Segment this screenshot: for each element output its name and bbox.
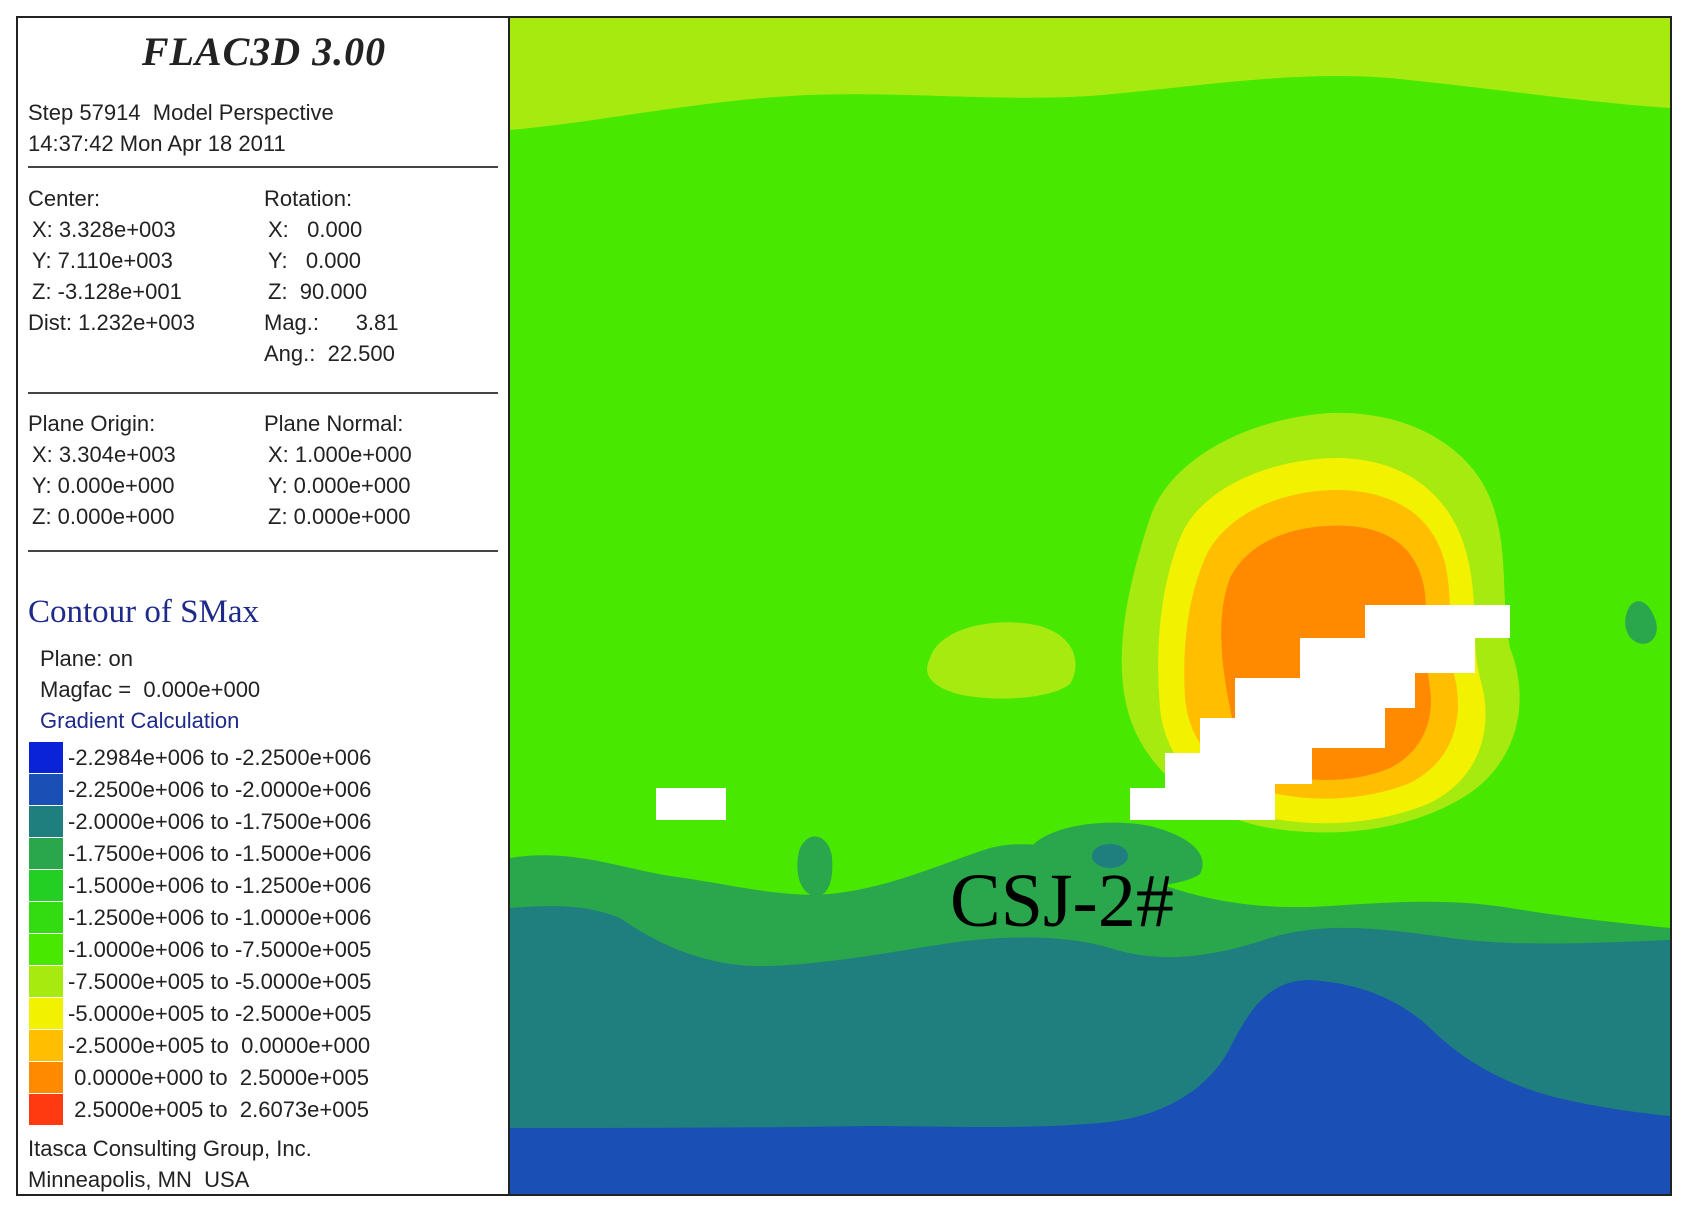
legend-range-label: 0.0000e+000 to 2.5000e+005 bbox=[68, 1065, 369, 1090]
timestamp: 14:37:42 Mon Apr 18 2011 bbox=[28, 131, 286, 156]
plane-origin-y: Y: 0.000e+000 bbox=[32, 473, 175, 498]
legend-swatch bbox=[29, 998, 63, 1029]
gradient-calculation: Gradient Calculation bbox=[40, 708, 240, 733]
angle: Ang.: 22.500 bbox=[264, 341, 395, 366]
legend-range-label: -1.0000e+006 to -7.5000e+005 bbox=[68, 937, 372, 962]
legend-swatch bbox=[29, 806, 63, 837]
figure-frame: FLAC3D 3.00 Step 57914 Model Perspective… bbox=[16, 16, 1672, 1196]
small-teal-blob bbox=[797, 836, 833, 897]
center-y: Y: 7.110e+003 bbox=[32, 248, 173, 273]
top-band bbox=[510, 18, 1670, 130]
separator bbox=[28, 166, 498, 168]
legend-range-label: -2.5000e+005 to 0.0000e+000 bbox=[68, 1033, 371, 1058]
plane-normal-x: X: 1.000e+000 bbox=[268, 442, 412, 467]
legend-range-label: -2.2984e+006 to -2.2500e+006 bbox=[68, 745, 372, 770]
legend-range-label: -2.2500e+006 to -2.0000e+006 bbox=[68, 777, 372, 802]
center-x: X: 3.328e+003 bbox=[32, 217, 176, 242]
legend-panel: FLAC3D 3.00 Step 57914 Model Perspective… bbox=[18, 18, 510, 1194]
legend-range-label: 2.5000e+005 to 2.6073e+005 bbox=[68, 1097, 369, 1122]
software-title: FLAC3D 3.00 bbox=[141, 29, 387, 74]
plane-status: Plane: on bbox=[40, 646, 133, 671]
contour-plot: CSJ-2# bbox=[510, 18, 1670, 1194]
legend-range-label: -7.5000e+005 to -5.0000e+005 bbox=[68, 969, 372, 994]
legend-range-label: -1.5000e+006 to -1.2500e+006 bbox=[68, 873, 372, 898]
legend-swatch bbox=[29, 934, 63, 965]
legend-range-label: -1.7500e+006 to -1.5000e+006 bbox=[68, 841, 372, 866]
distance: Dist: 1.232e+003 bbox=[28, 310, 195, 335]
dark-patch-core bbox=[1092, 844, 1128, 868]
small-teal-blob bbox=[1625, 601, 1657, 644]
legend-swatch bbox=[29, 838, 63, 869]
center-z: Z: -3.128e+001 bbox=[32, 279, 182, 304]
legend-swatch bbox=[29, 870, 63, 901]
separator bbox=[28, 392, 498, 394]
rotation-label: Rotation: bbox=[264, 186, 353, 211]
step-line: Step 57914 Model Perspective bbox=[28, 100, 334, 125]
plane-origin-z: Z: 0.000e+000 bbox=[32, 504, 175, 529]
plane-origin-label: Plane Origin: bbox=[28, 411, 156, 436]
rotation-y: Y: 0.000 bbox=[268, 248, 361, 273]
plane-normal-z: Z: 0.000e+000 bbox=[268, 504, 411, 529]
plane-origin-x: X: 3.304e+003 bbox=[32, 442, 176, 467]
magfac: Magfac = 0.000e+000 bbox=[40, 677, 261, 702]
plane-normal-label: Plane Normal: bbox=[264, 411, 404, 436]
separator bbox=[28, 550, 498, 552]
legend-swatch bbox=[29, 1094, 63, 1125]
legend-range-label: -2.0000e+006 to -1.7500e+006 bbox=[68, 809, 372, 834]
company-name: Itasca Consulting Group, Inc. bbox=[28, 1136, 312, 1161]
excavation-block bbox=[656, 788, 726, 820]
legend-swatch bbox=[29, 774, 63, 805]
legend-swatch bbox=[29, 966, 63, 997]
rotation-z: Z: 90.000 bbox=[268, 279, 368, 304]
legend-swatch bbox=[29, 1062, 63, 1093]
left-blob bbox=[927, 622, 1076, 699]
magnification: Mag.: 3.81 bbox=[264, 310, 399, 335]
excavation-stepped bbox=[1130, 605, 1510, 820]
legend-swatch bbox=[29, 742, 63, 773]
contour-title: Contour of SMax bbox=[28, 594, 259, 630]
rotation-x: X: 0.000 bbox=[268, 217, 363, 242]
company-location: Minneapolis, MN USA bbox=[28, 1167, 250, 1192]
legend-swatch bbox=[29, 902, 63, 933]
plane-normal-y: Y: 0.000e+000 bbox=[268, 473, 411, 498]
tunnel-annotation: CSJ-2# bbox=[950, 859, 1174, 943]
deepest-band bbox=[510, 980, 1670, 1194]
legend-range-label: -1.2500e+006 to -1.0000e+006 bbox=[68, 905, 372, 930]
legend-swatch bbox=[29, 1030, 63, 1061]
center-label: Center: bbox=[28, 186, 101, 211]
legend-range-label: -5.0000e+005 to -2.5000e+005 bbox=[68, 1001, 372, 1026]
